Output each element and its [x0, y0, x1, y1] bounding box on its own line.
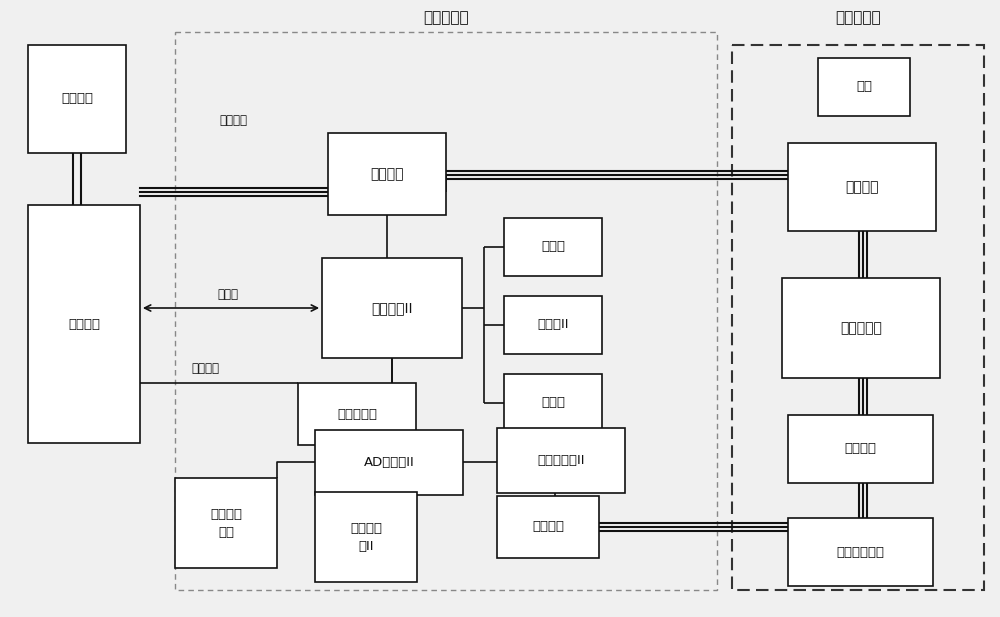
Text: 电阻负载箱: 电阻负载箱: [835, 10, 881, 25]
Bar: [497, 428, 625, 493]
Bar: [28, 45, 126, 153]
Bar: [497, 496, 599, 558]
Text: 电阻负载: 电阻负载: [844, 442, 876, 455]
Bar: [315, 492, 417, 582]
Text: 电流采样器II: 电流采样器II: [537, 454, 585, 467]
Bar: [315, 430, 463, 495]
Bar: [28, 205, 140, 443]
Text: 空气开关: 空气开关: [370, 167, 404, 181]
Bar: [788, 518, 933, 586]
Bar: [328, 133, 446, 215]
Text: 三相电源: 三相电源: [219, 114, 247, 126]
Text: 计时器II: 计时器II: [537, 318, 569, 331]
Text: 计数器: 计数器: [541, 241, 565, 254]
Text: 激励电源: 激励电源: [191, 362, 219, 375]
Text: 热电偶传
感器: 热电偶传 感器: [210, 508, 242, 539]
Bar: [504, 374, 602, 432]
Bar: [818, 58, 910, 116]
Bar: [788, 415, 933, 483]
Text: 辅助控制台: 辅助控制台: [423, 10, 469, 25]
Bar: [782, 278, 940, 378]
Text: 电流控制装置: 电流控制装置: [836, 545, 885, 558]
Text: 信号线: 信号线: [218, 289, 239, 302]
Text: 风扇: 风扇: [856, 80, 872, 94]
Bar: [298, 383, 416, 445]
Text: 微处理器II: 微处理器II: [371, 301, 413, 315]
Text: 电子开关组: 电子开关组: [337, 407, 377, 421]
Text: 三相电源: 三相电源: [61, 93, 93, 106]
Bar: [175, 478, 277, 568]
Bar: [788, 143, 936, 231]
Text: AD转换器II: AD转换器II: [364, 456, 414, 469]
Text: 主控制台: 主控制台: [68, 318, 100, 331]
Text: 调谐电感: 调谐电感: [845, 180, 879, 194]
Text: 电流信号: 电流信号: [532, 521, 564, 534]
Text: 三相变压器: 三相变压器: [840, 321, 882, 335]
Bar: [504, 296, 602, 354]
Bar: [322, 258, 462, 358]
Text: 电压采样
器II: 电压采样 器II: [350, 521, 382, 552]
Bar: [504, 218, 602, 276]
Text: 报警器: 报警器: [541, 397, 565, 410]
Bar: [175, 32, 717, 590]
Bar: [732, 45, 984, 590]
